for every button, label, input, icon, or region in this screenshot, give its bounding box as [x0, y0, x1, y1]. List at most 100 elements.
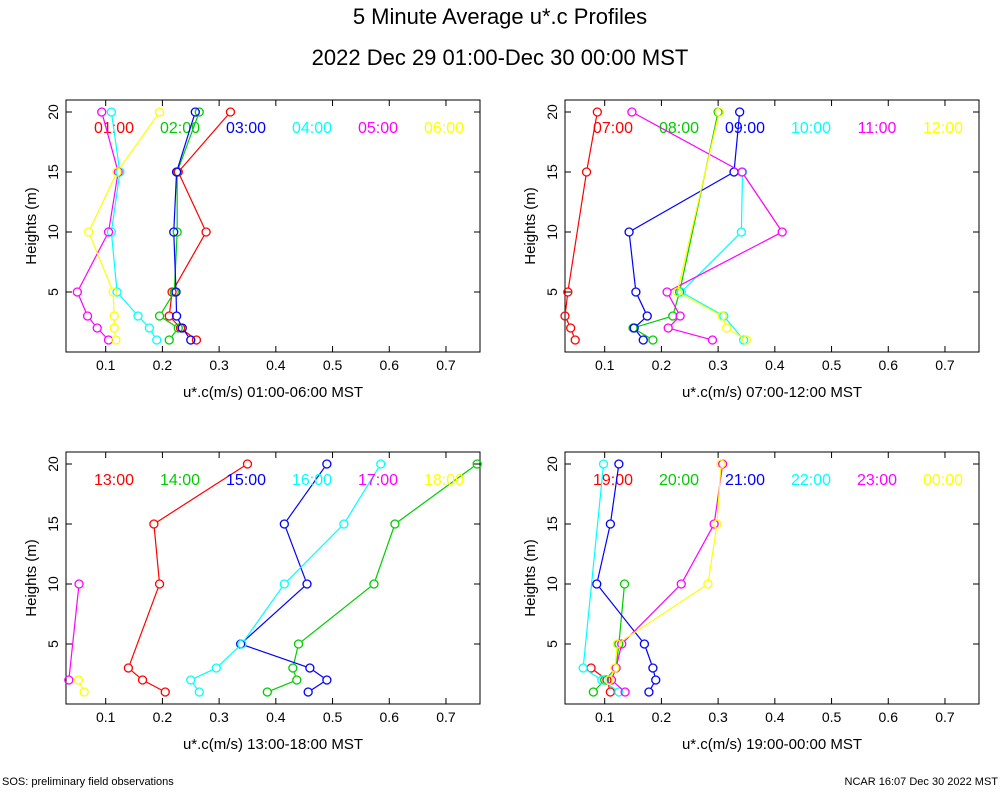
series-2100: [592, 459, 661, 697]
data-point: [137, 675, 148, 685]
data-point: [588, 687, 599, 697]
chart-subtitle: 2022 Dec 29 01:00-Dec 30 00:00 MST: [311, 45, 689, 70]
data-point: [629, 323, 639, 333]
y-tick-label: 5: [544, 640, 560, 648]
series-line-segment: [179, 175, 205, 229]
legend-entry: 05:00: [358, 120, 398, 137]
y-tick-label: 5: [544, 288, 560, 296]
x-tick-label: 0.5: [323, 709, 343, 725]
x-tick-label: 0.4: [765, 357, 785, 373]
series-0000: [604, 459, 726, 685]
series-line-segment: [173, 176, 177, 228]
series-0500: [72, 107, 123, 345]
data-point: [303, 687, 313, 697]
data-point: [721, 323, 732, 333]
legend-entry: 20:00: [659, 472, 699, 489]
legend-entry: 00:00: [923, 472, 963, 489]
data-point: [123, 663, 134, 673]
x-tick-label: 0.1: [96, 709, 116, 725]
series-line-segment: [723, 319, 726, 325]
legend-entry: 15:00: [226, 472, 266, 489]
data-point: [292, 675, 302, 685]
legend-entry: 17:00: [358, 472, 398, 489]
series-line-segment: [161, 295, 173, 313]
plot-frame: [65, 99, 481, 353]
data-point: [191, 335, 202, 345]
x-tick-label: 0.3: [708, 709, 728, 725]
x-tick-label: 0.6: [380, 709, 400, 725]
x-axis-label: u*.c(m/s) 01:00-06:00 MST: [183, 384, 363, 401]
series-line-segment: [271, 681, 293, 691]
series-0900: [624, 107, 745, 345]
data-point: [376, 459, 386, 469]
data-point: [578, 663, 588, 673]
x-tick-label: 0.1: [595, 357, 615, 373]
series-line-segment: [111, 176, 120, 228]
series-line-segment: [157, 465, 245, 523]
x-tick-label: 0.3: [209, 357, 229, 373]
data-point: [472, 459, 482, 469]
series-line-segment: [614, 682, 623, 690]
y-tick-label: 10: [45, 224, 61, 240]
series-line-segment: [610, 468, 619, 520]
x-tick-label: 0.4: [266, 357, 286, 373]
data-point: [172, 227, 182, 237]
data-point: [97, 107, 107, 117]
data-point: [712, 519, 722, 529]
data-point: [703, 579, 713, 589]
y-tick-label: 15: [45, 516, 61, 532]
data-point: [631, 287, 641, 297]
data-point: [186, 675, 196, 685]
legend-entry: 23:00: [857, 472, 897, 489]
series-line-segment: [99, 330, 106, 338]
series-line-segment: [637, 318, 645, 326]
series-line-segment: [628, 236, 636, 288]
series-line-segment: [398, 466, 474, 522]
x-tick-label: 0.6: [879, 709, 899, 725]
series-line-segment: [177, 116, 195, 168]
y-tick-label: 10: [45, 576, 61, 592]
series-1500: [236, 459, 332, 697]
y-tick-label: 20: [544, 104, 560, 120]
series-1700: [64, 579, 84, 685]
legend-entry: 11:00: [858, 120, 897, 137]
series-line-segment: [140, 318, 147, 326]
data-point: [600, 675, 610, 685]
data-point: [339, 519, 349, 529]
series-line-segment: [673, 296, 679, 312]
data-point: [390, 519, 400, 529]
legend-entry: 03:00: [226, 120, 266, 137]
series-2000: [588, 579, 630, 697]
series-line-segment: [301, 586, 371, 642]
y-tick-label: 15: [544, 164, 560, 180]
data-point: [624, 227, 634, 237]
series-line-segment: [171, 331, 177, 337]
data-point: [638, 335, 648, 345]
x-tick-label: 0.2: [652, 709, 672, 725]
series-line-segment: [677, 116, 719, 288]
data-point: [592, 107, 602, 117]
data-point: [237, 639, 247, 649]
series-line-segment: [79, 683, 83, 689]
data-point: [72, 287, 82, 297]
data-point: [369, 579, 379, 589]
data-point: [211, 663, 221, 673]
data-point: [92, 323, 102, 333]
series-line-segment: [645, 648, 652, 664]
x-tick-label: 0.6: [380, 357, 400, 373]
legend-entry: 07:00: [593, 120, 633, 137]
data-point: [672, 287, 682, 297]
data-point: [160, 687, 170, 697]
series-line-segment: [119, 294, 136, 314]
series-line-segment: [119, 115, 158, 169]
data-point: [144, 323, 155, 333]
series-line-segment: [173, 236, 177, 288]
data-point: [279, 519, 289, 529]
data-point: [648, 663, 658, 673]
data-point: [225, 107, 236, 117]
series-1600: [186, 459, 386, 697]
data-point: [566, 323, 576, 333]
series-line-segment: [597, 528, 610, 580]
legend-entry: 06:00: [424, 120, 464, 137]
